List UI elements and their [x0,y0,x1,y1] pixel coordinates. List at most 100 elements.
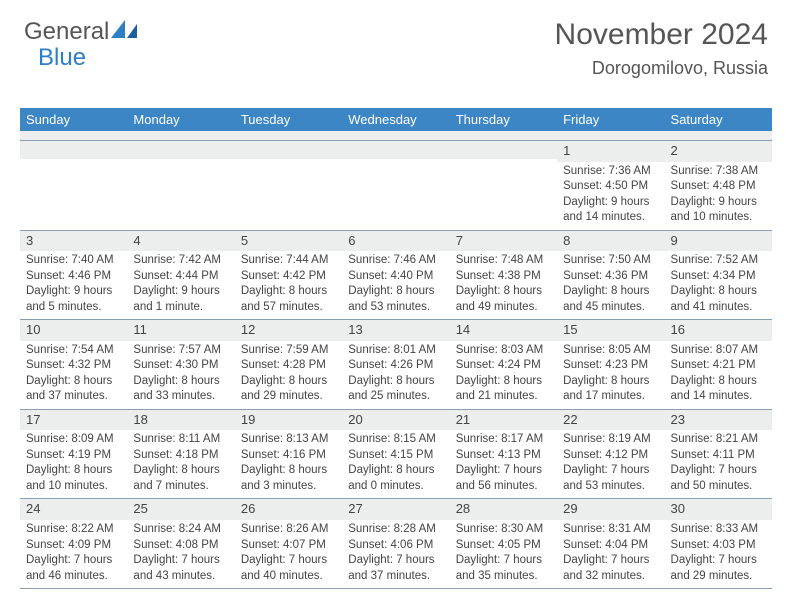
day-number: 6 [342,231,449,252]
day-header: Wednesday [342,108,449,131]
calendar-cell: 1Sunrise: 7:36 AMSunset: 4:50 PMDaylight… [557,141,664,230]
sunset-text: Sunset: 4:36 PM [563,269,658,285]
day-header: Tuesday [235,108,342,131]
sunset-text: Sunset: 4:07 PM [241,538,336,554]
cell-body: Sunrise: 8:07 AMSunset: 4:21 PMDaylight:… [665,341,772,409]
dl2-text: and 56 minutes. [456,479,551,495]
dl1-text: Daylight: 9 hours [26,284,121,300]
sunset-text: Sunset: 4:30 PM [133,358,228,374]
sunrise-text: Sunrise: 8:28 AM [348,522,443,538]
cell-body: Sunrise: 7:46 AMSunset: 4:40 PMDaylight:… [342,251,449,319]
logo: General [24,18,137,46]
dl2-text: and 29 minutes. [241,389,336,405]
calendar-cell: 17Sunrise: 8:09 AMSunset: 4:19 PMDayligh… [20,410,127,499]
sunrise-text: Sunrise: 8:26 AM [241,522,336,538]
dl1-text: Daylight: 7 hours [671,463,766,479]
sunrise-text: Sunrise: 7:36 AM [563,164,658,180]
day-header: Friday [557,108,664,131]
sunrise-text: Sunrise: 8:22 AM [26,522,121,538]
sunrise-text: Sunrise: 7:44 AM [241,253,336,269]
dl2-text: and 53 minutes. [348,300,443,316]
sunset-text: Sunset: 4:48 PM [671,179,766,195]
cell-body: Sunrise: 8:33 AMSunset: 4:03 PMDaylight:… [665,520,772,588]
day-number: 30 [665,499,772,520]
dl1-text: Daylight: 7 hours [26,553,121,569]
sunrise-text: Sunrise: 7:57 AM [133,343,228,359]
cell-body: Sunrise: 7:48 AMSunset: 4:38 PMDaylight:… [450,251,557,319]
dl2-text: and 14 minutes. [563,210,658,226]
sunset-text: Sunset: 4:08 PM [133,538,228,554]
day-number: 13 [342,320,449,341]
calendar-cell [20,141,127,230]
cell-body: Sunrise: 8:28 AMSunset: 4:06 PMDaylight:… [342,520,449,588]
dl1-text: Daylight: 7 hours [563,553,658,569]
cell-body: Sunrise: 8:19 AMSunset: 4:12 PMDaylight:… [557,430,664,498]
day-number: 16 [665,320,772,341]
day-number: 1 [557,141,664,162]
calendar-cell: 7Sunrise: 7:48 AMSunset: 4:38 PMDaylight… [450,231,557,320]
cell-body: Sunrise: 7:38 AMSunset: 4:48 PMDaylight:… [665,162,772,230]
day-number: 5 [235,231,342,252]
cell-body: Sunrise: 7:36 AMSunset: 4:50 PMDaylight:… [557,162,664,230]
cell-body: Sunrise: 7:59 AMSunset: 4:28 PMDaylight:… [235,341,342,409]
sunrise-text: Sunrise: 8:13 AM [241,432,336,448]
dl2-text: and 10 minutes. [671,210,766,226]
dl1-text: Daylight: 7 hours [456,463,551,479]
dl2-text: and 49 minutes. [456,300,551,316]
calendar-cell: 23Sunrise: 8:21 AMSunset: 4:11 PMDayligh… [665,410,772,499]
dl1-text: Daylight: 8 hours [26,463,121,479]
dl2-text: and 14 minutes. [671,389,766,405]
day-number: 19 [235,410,342,431]
dl2-text: and 37 minutes. [26,389,121,405]
calendar-cell: 12Sunrise: 7:59 AMSunset: 4:28 PMDayligh… [235,320,342,409]
day-number: 10 [20,320,127,341]
sunset-text: Sunset: 4:42 PM [241,269,336,285]
sunset-text: Sunset: 4:34 PM [671,269,766,285]
sunset-text: Sunset: 4:12 PM [563,448,658,464]
dl2-text: and 32 minutes. [563,569,658,585]
dl1-text: Daylight: 8 hours [456,284,551,300]
dl2-text: and 33 minutes. [133,389,228,405]
sunset-text: Sunset: 4:46 PM [26,269,121,285]
cell-body: Sunrise: 8:24 AMSunset: 4:08 PMDaylight:… [127,520,234,588]
sunset-text: Sunset: 4:24 PM [456,358,551,374]
dl2-text: and 1 minute. [133,300,228,316]
cell-body [235,159,342,219]
dl2-text: and 3 minutes. [241,479,336,495]
sunset-text: Sunset: 4:13 PM [456,448,551,464]
calendar-cell: 16Sunrise: 8:07 AMSunset: 4:21 PMDayligh… [665,320,772,409]
sunset-text: Sunset: 4:19 PM [26,448,121,464]
dl1-text: Daylight: 8 hours [563,374,658,390]
week-row: 3Sunrise: 7:40 AMSunset: 4:46 PMDaylight… [20,231,772,321]
dl1-text: Daylight: 8 hours [26,374,121,390]
day-number: 23 [665,410,772,431]
dl1-text: Daylight: 8 hours [348,463,443,479]
page-title: November 2024 [555,18,768,52]
location-label: Dorogomilovo, Russia [555,58,768,79]
calendar-cell: 2Sunrise: 7:38 AMSunset: 4:48 PMDaylight… [665,141,772,230]
day-number: 28 [450,499,557,520]
sunset-text: Sunset: 4:32 PM [26,358,121,374]
sunrise-text: Sunrise: 8:17 AM [456,432,551,448]
cell-body [342,159,449,219]
day-number [127,141,234,159]
logo-text-1: General [24,18,109,46]
sunrise-text: Sunrise: 7:38 AM [671,164,766,180]
day-number: 12 [235,320,342,341]
sunrise-text: Sunrise: 8:11 AM [133,432,228,448]
day-number [20,141,127,159]
cell-body: Sunrise: 7:42 AMSunset: 4:44 PMDaylight:… [127,251,234,319]
sunrise-text: Sunrise: 7:46 AM [348,253,443,269]
cell-body: Sunrise: 7:57 AMSunset: 4:30 PMDaylight:… [127,341,234,409]
dl2-text: and 0 minutes. [348,479,443,495]
dl2-text: and 21 minutes. [456,389,551,405]
day-headers-row: Sunday Monday Tuesday Wednesday Thursday… [20,108,772,131]
dl1-text: Daylight: 8 hours [671,374,766,390]
cell-body [450,159,557,219]
day-number: 14 [450,320,557,341]
day-number [235,141,342,159]
day-number: 7 [450,231,557,252]
sunrise-text: Sunrise: 8:24 AM [133,522,228,538]
sunrise-text: Sunrise: 8:19 AM [563,432,658,448]
cell-body: Sunrise: 7:40 AMSunset: 4:46 PMDaylight:… [20,251,127,319]
